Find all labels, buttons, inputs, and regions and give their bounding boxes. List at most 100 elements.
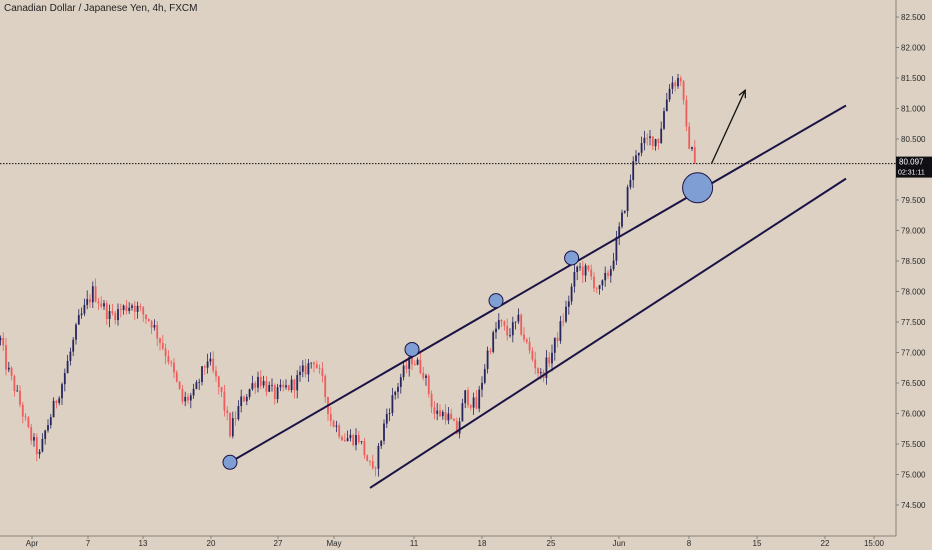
candle-body	[147, 319, 150, 321]
candle-body	[629, 179, 632, 188]
candle-body	[217, 376, 220, 388]
candle-body	[640, 143, 643, 153]
channel-lower	[369, 177, 847, 489]
candle-body	[511, 322, 514, 336]
candle-body	[212, 358, 215, 371]
candle-body	[559, 321, 562, 341]
candle-body	[49, 417, 52, 426]
candle-body	[663, 111, 665, 129]
candle-body	[371, 461, 374, 469]
candle-body	[657, 139, 660, 143]
candle-body	[691, 147, 693, 149]
candle-body	[63, 373, 66, 385]
candle-body	[637, 152, 640, 156]
candle-body	[341, 436, 343, 441]
candle-body	[170, 362, 173, 364]
candle-body	[416, 359, 419, 365]
candle-body	[145, 314, 147, 320]
candle-body	[427, 375, 430, 394]
trendlines	[229, 104, 847, 489]
candle-body	[268, 385, 271, 392]
candle-body	[257, 376, 259, 388]
candle-body	[276, 387, 279, 400]
candle-body	[332, 420, 335, 427]
candle-body	[654, 139, 657, 147]
candle-body	[287, 385, 290, 390]
candle-body	[243, 396, 245, 402]
candle-body	[273, 384, 276, 400]
candle-body	[360, 441, 363, 443]
candle-body	[231, 418, 234, 437]
candle-body	[383, 423, 385, 441]
candle-body	[464, 390, 467, 404]
direction-arrow-head	[738, 88, 747, 99]
candle-body	[75, 324, 77, 340]
x-tick-label: 13	[139, 539, 148, 548]
candle-body	[402, 365, 405, 378]
y-tick-label: 80.500	[901, 135, 926, 144]
candle-body	[503, 321, 506, 326]
candle-body	[285, 385, 287, 388]
candle-body	[296, 375, 299, 391]
candle-body	[590, 269, 593, 277]
candle-body	[156, 325, 159, 339]
candle-body	[450, 413, 453, 420]
candle-body	[343, 440, 346, 442]
candle-body	[458, 421, 461, 434]
candle-body	[201, 366, 203, 382]
x-tick-label: 15	[753, 539, 762, 548]
candle-body	[693, 147, 696, 164]
candle-body	[142, 307, 145, 315]
candle-body	[388, 413, 391, 414]
candle-body	[131, 305, 133, 308]
candle-body	[467, 390, 469, 406]
candle-body	[66, 360, 69, 374]
candle-body	[551, 352, 553, 364]
candle-body	[553, 337, 556, 353]
candle-body	[626, 187, 629, 211]
candle-body	[139, 305, 142, 308]
candle-body	[91, 286, 94, 303]
candle-body	[335, 425, 338, 427]
countdown-label: 02:31:11	[898, 170, 925, 177]
candle-body	[329, 413, 332, 421]
x-tick-label: 22	[821, 539, 830, 548]
y-tick-label: 82.500	[901, 13, 926, 22]
candle-body	[189, 395, 192, 401]
channel-upper	[229, 104, 847, 464]
x-tick-label: 27	[274, 539, 283, 548]
candle-body	[621, 212, 623, 227]
y-axis: 82.50082.00081.50081.00080.50080.00079.5…	[895, 0, 926, 536]
candle-body	[548, 357, 551, 364]
candle-body	[651, 136, 654, 147]
candle-body	[136, 305, 139, 312]
candle-body	[122, 305, 125, 310]
x-tick-label: 15:00	[864, 539, 885, 548]
candle-body	[534, 359, 537, 369]
candle-body	[19, 390, 21, 405]
candle-body	[119, 309, 122, 310]
candle-body	[77, 315, 80, 325]
candle-body	[195, 382, 198, 389]
candle-body	[161, 343, 164, 349]
candle-body	[646, 137, 649, 139]
candle-body	[422, 372, 425, 379]
y-tick-label: 76.000	[901, 410, 926, 419]
candle-body	[562, 321, 565, 323]
candle-body	[509, 335, 511, 337]
candle-body	[567, 301, 570, 307]
candle-body	[206, 361, 209, 368]
candle-body	[318, 368, 321, 369]
candle-body	[55, 400, 58, 403]
candle-body	[660, 128, 663, 143]
y-tick-label: 75.000	[901, 471, 926, 480]
candle-body	[506, 325, 509, 336]
candle-body	[632, 161, 635, 180]
x-axis: Apr 7 13 20 27 May 11 18 25 Jun 8 15 22 15:00	[0, 535, 896, 548]
candle-body	[100, 303, 103, 307]
candle-body	[483, 368, 486, 383]
candle-body	[523, 334, 525, 340]
candle-body	[369, 460, 371, 462]
y-tick-label: 82.000	[901, 44, 926, 53]
